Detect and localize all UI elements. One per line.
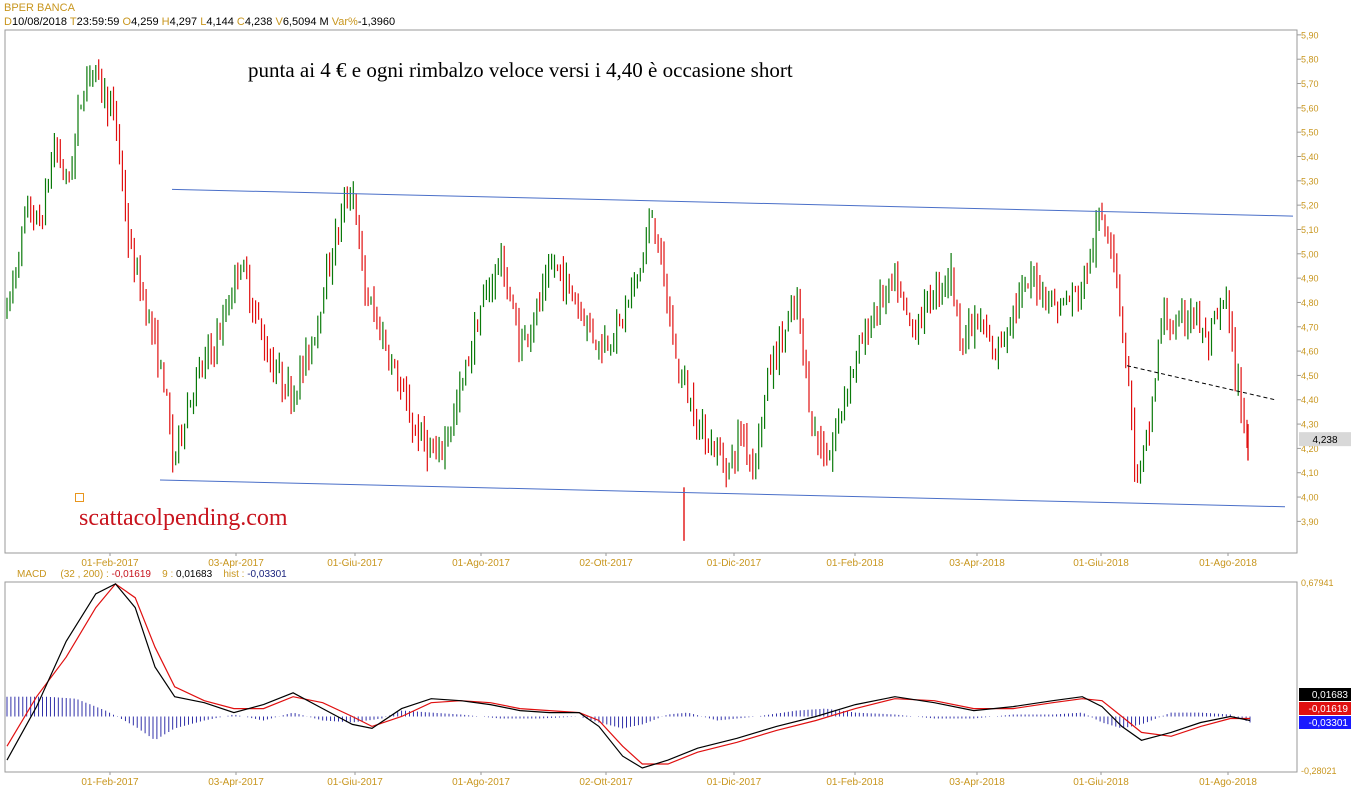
macd-header: MACD (32 , 200) : -0,01619 9 : 0,01683 h… bbox=[17, 569, 287, 580]
macd-value-box-label: -0,01619 bbox=[1309, 704, 1349, 715]
macd-top-label: 0,67941 bbox=[1301, 578, 1334, 588]
ohlc-header: D10/08/2018 T23:59:59 O4,259 H4,297 L4,1… bbox=[4, 16, 395, 28]
price-x-label: 01-Dic-2017 bbox=[707, 558, 762, 569]
header-key-1: T bbox=[69, 16, 77, 28]
price-tick-label: 5,80 bbox=[1301, 55, 1319, 65]
price-tick-label: 5,50 bbox=[1301, 128, 1319, 138]
macd-value-box bbox=[1299, 688, 1351, 701]
macd-x-label: 01-Giu-2017 bbox=[327, 777, 383, 788]
price-x-label: 01-Feb-2017 bbox=[81, 558, 139, 569]
macd-label: MACD bbox=[17, 569, 47, 580]
signal-label: 9 bbox=[162, 569, 168, 580]
price-tick-label: 3,90 bbox=[1301, 517, 1319, 527]
price-x-label: 01-Ago-2018 bbox=[1199, 558, 1257, 569]
header-value-5: 4,238 bbox=[244, 16, 273, 28]
macd-value: -0,01619 bbox=[111, 569, 151, 580]
price-x-label: 01-Feb-2018 bbox=[826, 558, 884, 569]
hist-label: hist bbox=[223, 569, 239, 580]
price-x-label: 01-Giu-2018 bbox=[1073, 558, 1129, 569]
price-tick-label: 5,20 bbox=[1301, 201, 1319, 211]
macd-value-box bbox=[1299, 702, 1351, 715]
header-value-3: 4,297 bbox=[169, 16, 198, 28]
watermark-marker bbox=[75, 493, 84, 502]
macd-x-label: 01-Giu-2018 bbox=[1073, 777, 1129, 788]
instrument-title: BPER BANCA bbox=[4, 2, 75, 14]
header-value-1: 23:59:59 bbox=[76, 16, 120, 28]
price-tick-label: 4,00 bbox=[1301, 493, 1319, 503]
header-value-0: 10/08/2018 bbox=[11, 16, 68, 28]
macd-value-box-label: -0,03301 bbox=[1309, 718, 1349, 729]
price-x-label: 03-Apr-2017 bbox=[208, 558, 264, 569]
macd-value-box bbox=[1299, 716, 1351, 729]
price-tick-label: 4,70 bbox=[1301, 322, 1319, 332]
header-value-7: -1,3960 bbox=[357, 16, 396, 28]
macd-value-box-label: 0,01683 bbox=[1312, 690, 1349, 701]
macd-line bbox=[6, 583, 1251, 769]
price-tick-label: 5,00 bbox=[1301, 249, 1319, 259]
price-tick-label: 5,40 bbox=[1301, 152, 1319, 162]
header-key-7: Var% bbox=[331, 16, 358, 28]
macd-x-label: 02-Ott-2017 bbox=[579, 777, 633, 788]
last-price-box bbox=[1299, 432, 1351, 447]
header-key-2: O bbox=[122, 16, 132, 28]
macd-x-label: 01-Ago-2018 bbox=[1199, 777, 1257, 788]
price-tick-label: 4,90 bbox=[1301, 274, 1319, 284]
price-x-label: 01-Ago-2017 bbox=[452, 558, 510, 569]
upper-channel-line bbox=[171, 188, 1294, 217]
price-tick-label: 5,10 bbox=[1301, 225, 1319, 235]
watermark-text: scattacolpending.com bbox=[79, 505, 288, 531]
macd-pane-frame bbox=[4, 581, 1298, 773]
price-x-label: 02-Ott-2017 bbox=[579, 558, 633, 569]
price-tick-label: 5,30 bbox=[1301, 176, 1319, 186]
price-pane-frame bbox=[4, 29, 1298, 554]
chart-annotation: punta ai 4 € e ogni rimbalzo veloce vers… bbox=[248, 58, 793, 82]
header-value-4: 4,144 bbox=[206, 16, 234, 28]
macd-x-label: 03-Apr-2018 bbox=[949, 777, 1005, 788]
price-tick-label: 4,10 bbox=[1301, 468, 1319, 478]
header-value-6: 6,5094 M bbox=[282, 16, 329, 28]
price-tick-label: 5,70 bbox=[1301, 79, 1319, 89]
header-key-4: L bbox=[200, 16, 207, 28]
price-tick-label: 4,50 bbox=[1301, 371, 1319, 381]
macd-x-label: 01-Ago-2017 bbox=[452, 777, 510, 788]
header-key-3: H bbox=[161, 16, 170, 28]
price-tick-label: 5,90 bbox=[1301, 30, 1319, 40]
price-tick-label: 4,20 bbox=[1301, 444, 1319, 454]
last-price-label: 4,238 bbox=[1312, 435, 1337, 446]
hist-value: -0,03301 bbox=[247, 569, 287, 580]
lower-channel-line bbox=[159, 479, 1286, 508]
header-value-2: 4,259 bbox=[131, 16, 159, 28]
macd-bottom-label: -0,28021 bbox=[1301, 766, 1337, 776]
header-key-0: D bbox=[4, 16, 12, 28]
macd-x-label: 01-Dic-2017 bbox=[707, 777, 762, 788]
header-key-5: C bbox=[236, 16, 245, 28]
header-key-6: V bbox=[275, 16, 283, 28]
price-tick-label: 4,60 bbox=[1301, 347, 1319, 357]
price-tick-label: 5,60 bbox=[1301, 103, 1319, 113]
macd-x-label: 01-Feb-2017 bbox=[81, 777, 139, 788]
price-x-label: 03-Apr-2018 bbox=[949, 558, 1005, 569]
price-tick-label: 4,80 bbox=[1301, 298, 1319, 308]
signal-value: 0,01683 bbox=[176, 569, 213, 580]
price-x-label: 01-Giu-2017 bbox=[327, 558, 383, 569]
price-tick-label: 4,30 bbox=[1301, 420, 1319, 430]
macd-signal-line bbox=[6, 583, 1250, 765]
macd-x-label: 03-Apr-2017 bbox=[208, 777, 264, 788]
macd-params: (32 , 200) bbox=[60, 569, 104, 580]
macd-x-label: 01-Feb-2018 bbox=[826, 777, 884, 788]
short-trendline bbox=[1126, 365, 1276, 401]
price-tick-label: 4,40 bbox=[1301, 395, 1319, 405]
